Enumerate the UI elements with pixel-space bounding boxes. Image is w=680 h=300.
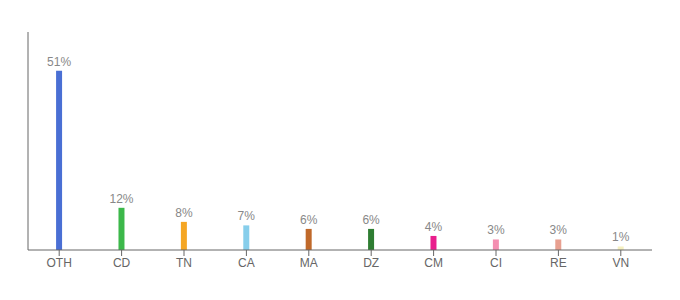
svg-text:CM: CM xyxy=(424,256,443,270)
svg-text:TN: TN xyxy=(176,256,192,270)
svg-text:DZ: DZ xyxy=(363,256,379,270)
svg-text:CI: CI xyxy=(490,256,502,270)
svg-text:7%: 7% xyxy=(238,209,256,223)
svg-text:8%: 8% xyxy=(175,206,193,220)
svg-text:51%: 51% xyxy=(47,55,71,69)
svg-text:RE: RE xyxy=(550,256,567,270)
svg-text:12%: 12% xyxy=(109,192,133,206)
svg-text:CA: CA xyxy=(238,256,255,270)
svg-text:VN: VN xyxy=(612,256,629,270)
svg-text:1%: 1% xyxy=(612,230,630,244)
svg-text:3%: 3% xyxy=(550,223,568,237)
svg-text:4%: 4% xyxy=(425,220,443,234)
svg-text:6%: 6% xyxy=(362,213,380,227)
svg-text:OTH: OTH xyxy=(47,256,72,270)
svg-text:CD: CD xyxy=(113,256,131,270)
svg-text:MA: MA xyxy=(300,256,318,270)
svg-text:3%: 3% xyxy=(487,223,505,237)
svg-text:6%: 6% xyxy=(300,213,318,227)
